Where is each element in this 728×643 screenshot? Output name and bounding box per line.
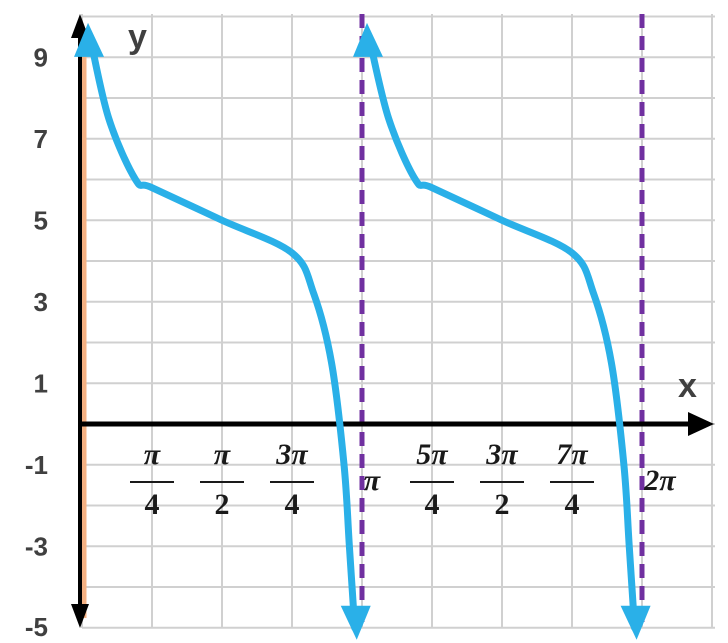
curve-arrow-top [74, 22, 105, 57]
axes [71, 14, 714, 628]
x-tick-label-numerator: 3π [485, 438, 518, 471]
y-tick-label: -5 [25, 612, 48, 642]
x-tick-label-denominator: 4 [285, 488, 300, 521]
x-axis-label: x [678, 367, 697, 405]
curve-series-2 [365, 33, 639, 632]
x-tick-label: 2π [643, 464, 676, 497]
y-tick-label: 7 [34, 124, 48, 154]
tick-labels: 9 7 5 3 1 -1 -3 -5 π 4 π 2 3π 4 π 5π 4 3π 2 7π 4 2π [25, 42, 676, 642]
y-axis-label: y [128, 18, 147, 56]
x-tick-label-denominator: 4 [565, 488, 580, 521]
curve-arrow-bottom [340, 605, 371, 640]
grid [81, 14, 715, 629]
curve-arrow-top [352, 22, 383, 57]
x-axis-arrow [688, 412, 714, 436]
y-axis-arrow-down [71, 604, 89, 628]
x-tick-label-denominator: 2 [495, 488, 510, 521]
y-tick-label: 3 [34, 287, 48, 317]
x-tick-label-denominator: 4 [425, 488, 440, 521]
x-tick-label-numerator: 3π [275, 438, 308, 471]
curve-series-1 [86, 33, 359, 632]
x-tick-label-numerator: π [144, 438, 161, 471]
x-tick-label-numerator: π [214, 438, 231, 471]
x-tick-label-denominator: 4 [145, 488, 160, 521]
x-tick-label-denominator: 2 [215, 488, 230, 521]
x-tick-label-numerator: 5π [416, 438, 448, 471]
y-tick-label: -3 [25, 531, 48, 561]
x-tick-label-numerator: 7π [556, 438, 588, 471]
y-tick-label: 1 [34, 368, 48, 398]
y-tick-label: 5 [34, 205, 48, 235]
y-tick-label: 9 [34, 42, 48, 72]
x-tick-label: π [364, 464, 381, 497]
y-tick-label: -1 [25, 450, 48, 480]
curves [74, 22, 651, 640]
curve-arrow-bottom [620, 605, 651, 640]
asymptotes [359, 14, 645, 630]
